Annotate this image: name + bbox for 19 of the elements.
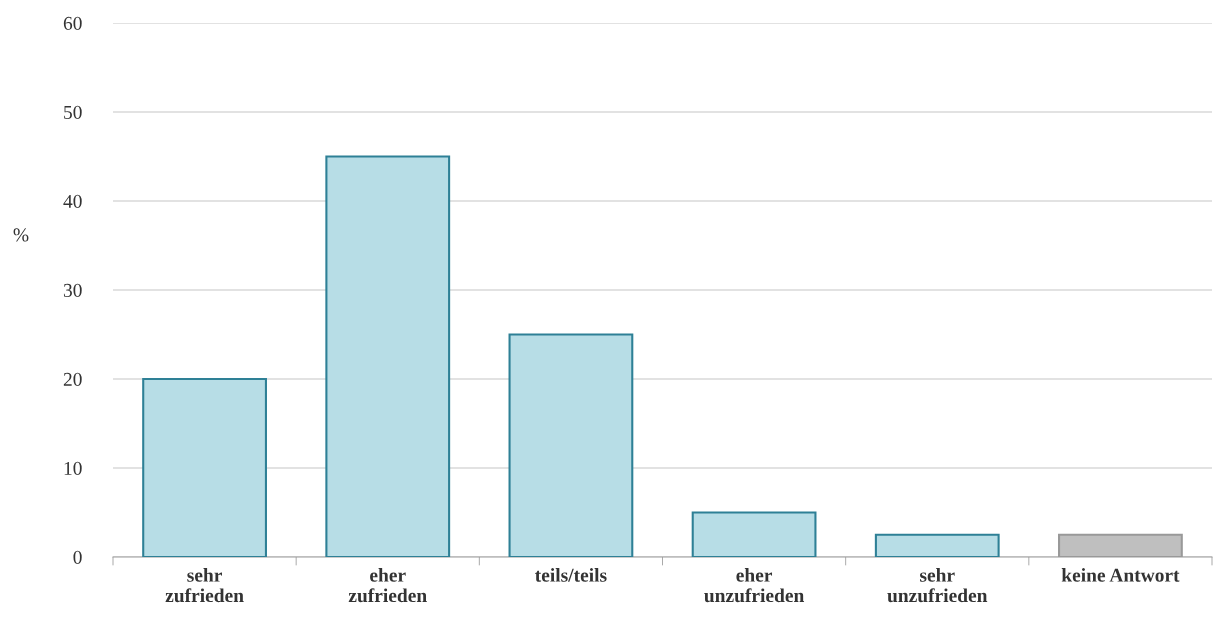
x-tick-label: keine Antwort xyxy=(1061,568,1180,582)
x-tick-label: teils/teils xyxy=(535,568,607,582)
bar xyxy=(691,511,817,557)
y-tick-label: 0 xyxy=(73,550,82,564)
bar xyxy=(874,533,1000,557)
x-tick-label: eher zufrieden xyxy=(348,568,427,603)
y-tick-label: 60 xyxy=(63,16,82,30)
y-tick-label: 10 xyxy=(64,461,82,475)
y-tick-label: 30 xyxy=(63,283,82,297)
x-tick-label: sehr zufrieden xyxy=(165,568,244,603)
x-tick-label: sehr unzufrieden xyxy=(887,568,988,603)
y-tick-label: 50 xyxy=(64,105,82,119)
y-tick-label: 20 xyxy=(63,372,82,386)
bar xyxy=(142,377,267,557)
y-tick-label: 40 xyxy=(63,194,82,208)
y-axis-title: % xyxy=(13,228,29,242)
bar xyxy=(508,333,634,557)
x-tick-label: eher unzufrieden xyxy=(704,568,805,603)
bar xyxy=(325,155,451,557)
